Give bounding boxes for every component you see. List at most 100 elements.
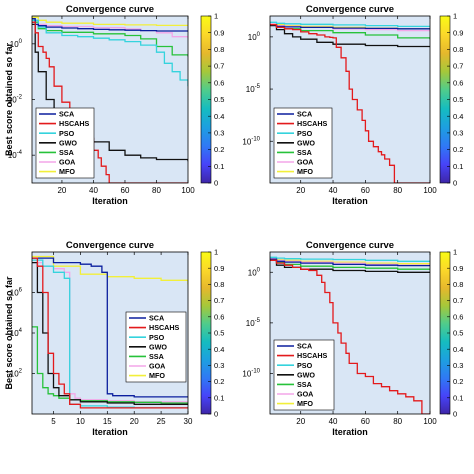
- y-tick-label: 10-10: [242, 136, 260, 146]
- colorbar-tick-label: 0.3: [453, 361, 463, 370]
- colorbar: 0 0.1 0.2 0.3 0.4 0.5 0.6 0.7 0.8 0.9 1: [439, 12, 463, 188]
- x-tick-label: 100: [423, 186, 437, 195]
- series-line-hscahs: [270, 23, 430, 183]
- x-tick-label: 40: [89, 186, 98, 195]
- y-tick-exponent: -4: [17, 150, 23, 156]
- legend-label-pso: PSO: [149, 333, 165, 342]
- series-line-mfo: [270, 257, 430, 265]
- legend-label-mfo: MFO: [59, 167, 75, 176]
- x-tick-label: 20: [296, 417, 305, 426]
- colorbar-tick-label: 0.1: [453, 162, 463, 171]
- x-tick-label: 60: [121, 186, 130, 195]
- colorbar-tick-label: 0.4: [214, 112, 224, 121]
- x-tick-label: 80: [152, 186, 161, 195]
- legend-label-sca: SCA: [297, 342, 312, 351]
- colorbar-tick-label: 0.1: [214, 162, 224, 171]
- x-tick-label: 20: [130, 417, 139, 426]
- y-tick-exponent: 4: [19, 328, 23, 334]
- y-tick-label: 104: [10, 328, 23, 338]
- y-tick-exponent: 0: [257, 32, 261, 38]
- legend-label-goa: GOA: [149, 362, 165, 371]
- colorbar: 0 0.1 0.2 0.3 0.4 0.5 0.6 0.7 0.8 0.9 1: [439, 248, 463, 419]
- colorbar-tick-label: 1: [453, 248, 457, 257]
- y-tick-label: 10-4: [8, 150, 23, 160]
- colorbar-tick-label: 0.2: [214, 377, 224, 386]
- colorbar: 0 0.1 0.2 0.3 0.4 0.5 0.6 0.7 0.8 0.9 1: [200, 248, 224, 419]
- x-tick-label: 80: [393, 186, 402, 195]
- colorbar-tick-label: 0.9: [453, 28, 463, 37]
- series-line-ssa: [270, 258, 430, 270]
- colorbar-tick-label: 0: [214, 410, 218, 419]
- legend-label-hscahs: HSCAHS: [149, 323, 180, 332]
- colorbar-tick-label: 0.8: [214, 280, 224, 289]
- legend-label-goa: GOA: [297, 158, 313, 167]
- colorbar-tick-label: 0.5: [214, 95, 224, 104]
- y-tick-label: 10-5: [246, 318, 261, 328]
- series-lines: [32, 16, 188, 183]
- series-line-sca: [32, 257, 188, 398]
- colorbar-tick-label: 0.1: [214, 393, 224, 402]
- colorbar-tick-label: 0.8: [453, 280, 463, 289]
- series-line-pso: [270, 21, 430, 28]
- y-tick-label: 100: [10, 39, 23, 49]
- x-tick-label: 80: [393, 417, 402, 426]
- colorbar-tick-label: 0.9: [453, 264, 463, 273]
- colorbar-tick-label: 0.5: [214, 329, 224, 338]
- x-axis-label: Iteration: [332, 196, 368, 206]
- colorbar-tick-label: 0.6: [214, 312, 224, 321]
- series-line-gwo: [270, 24, 430, 48]
- y-tick-label: 100: [248, 267, 261, 277]
- series-line-sca: [270, 258, 430, 267]
- colorbar-tick-label: 0.4: [214, 345, 224, 354]
- colorbar-tick-label: 1: [214, 248, 218, 257]
- series-line-goa: [32, 19, 188, 39]
- legend-label-ssa: SSA: [297, 380, 312, 389]
- x-tick-label: 5: [51, 417, 56, 426]
- x-tick-label: 25: [157, 417, 166, 426]
- legend-label-pso: PSO: [297, 361, 313, 370]
- x-axis-label: Iteration: [332, 427, 368, 437]
- colorbar-tick-label: 0: [214, 179, 218, 188]
- x-tick-label: 60: [361, 186, 370, 195]
- colorbar-tick-label: 0.3: [214, 361, 224, 370]
- series-line-pso: [32, 19, 188, 87]
- x-tick-label: 40: [329, 186, 338, 195]
- legend-label-gwo: GWO: [297, 138, 315, 147]
- x-tick-label: 10: [76, 417, 85, 426]
- legend-label-goa: GOA: [59, 158, 75, 167]
- y-tick-exponent: 2: [19, 369, 23, 375]
- colorbar-tick-label: 1: [453, 12, 457, 21]
- x-tick-label: 100: [423, 417, 437, 426]
- colorbar-tick-label: 0: [453, 179, 457, 188]
- legend-label-gwo: GWO: [149, 342, 167, 351]
- axes-frame: [269, 15, 431, 184]
- legend-label-goa: GOA: [297, 390, 313, 399]
- colorbar-tick-label: 0.4: [453, 345, 463, 354]
- chart-title: Convergence curve: [66, 4, 154, 15]
- colorbar-tick-label: 0.8: [453, 45, 463, 54]
- colorbar: 0 0.1 0.2 0.3 0.4 0.5 0.6 0.7 0.8 0.9 1: [200, 12, 224, 188]
- legend-label-mfo: MFO: [297, 399, 313, 408]
- colorbar-tick-label: 0.7: [214, 296, 224, 305]
- y-axis-label: Best score obtained so far: [4, 42, 14, 156]
- axes-frame: [269, 251, 431, 415]
- series-lines: [270, 256, 430, 414]
- colorbar-tick-label: 0.6: [453, 78, 463, 87]
- colorbar-tick-label: 0: [453, 410, 457, 419]
- x-axis-label: Iteration: [92, 196, 128, 206]
- colorbar-tick-label: 0.2: [453, 145, 463, 154]
- legend-label-gwo: GWO: [297, 370, 315, 379]
- colorbar-tick-label: 0.7: [453, 296, 463, 305]
- y-tick-exponent: -5: [255, 318, 261, 324]
- legend-label-hscahs: HSCAHS: [297, 351, 328, 360]
- series-line-hscahs: [270, 259, 430, 414]
- colorbar-tick-label: 0.5: [453, 95, 463, 104]
- colorbar-tick-label: 0.7: [214, 62, 224, 71]
- colorbar-tick-label: 1: [214, 12, 218, 21]
